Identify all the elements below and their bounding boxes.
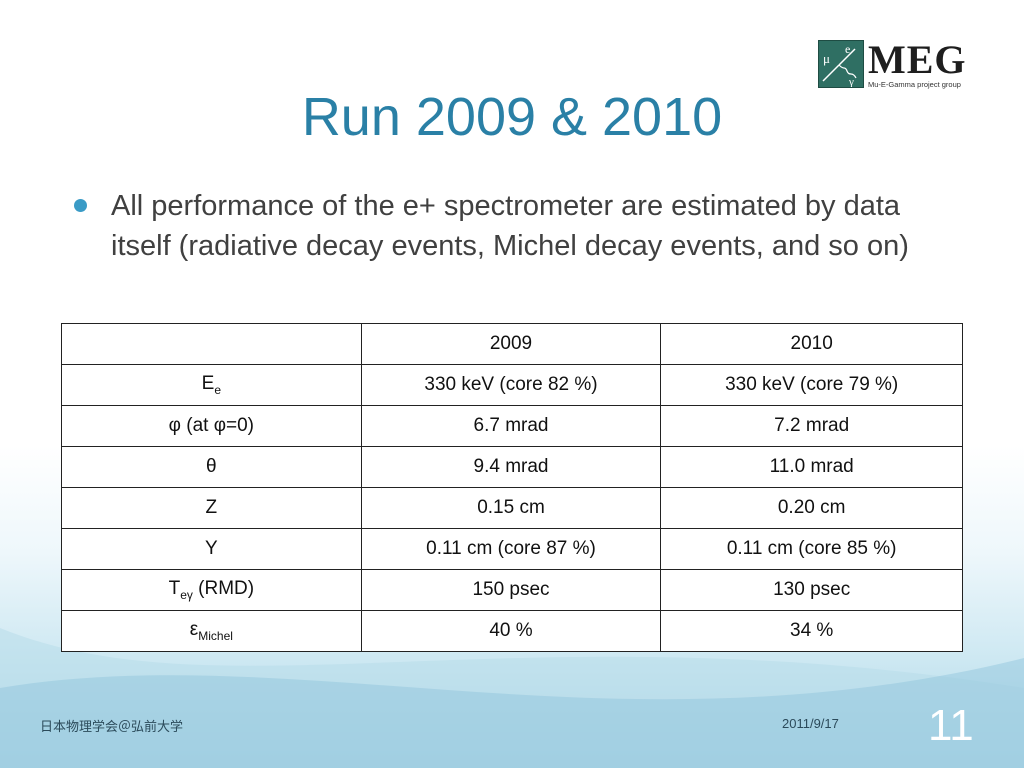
bullet-dot-icon [74, 199, 87, 212]
cell-2009: 150 psec [360, 569, 662, 611]
row-label-cell: θ [61, 446, 362, 488]
cell-2010: 330 keV (core 79 %) [660, 364, 963, 406]
row-label: φ (at φ=0) [168, 415, 255, 436]
table-row: Teγ (RMD) 150 psec 130 psec [61, 569, 963, 611]
footer-date: 2011/9/17 [782, 716, 839, 731]
cell-2010: 7.2 mrad [660, 405, 963, 447]
cell-2010: 130 psec [660, 569, 963, 611]
cell-2009: 0.15 cm [360, 487, 662, 529]
row-label-cell: φ (at φ=0) [61, 405, 362, 447]
header-cell-empty [61, 323, 362, 365]
logo-e: e [845, 42, 850, 56]
bullet-text: All performance of the e+ spectrometer a… [111, 190, 909, 262]
page-number: 11 [928, 701, 974, 750]
footer-venue: 日本物理学会＠弘前大学 [40, 719, 184, 734]
cell-2009: 330 keV (core 82 %) [360, 364, 662, 406]
row-label: Y [204, 538, 218, 559]
table-row: Ee 330 keV (core 82 %) 330 keV (core 79 %) [61, 364, 963, 406]
logo-mark: μ e γ [818, 40, 864, 88]
row-label: Z [205, 497, 218, 518]
table-row: φ (at φ=0) 6.7 mrad 7.2 mrad [61, 405, 963, 447]
row-label-cell: εMichel [61, 610, 362, 652]
header-cell-2010: 2010 [660, 323, 963, 365]
logo-diagram-icon: μ e γ [822, 42, 857, 88]
row-label-cell: Y [61, 528, 362, 570]
table-row: Z 0.15 cm 0.20 cm [61, 487, 963, 529]
row-label-cell: Teγ (RMD) [61, 569, 362, 611]
cell-2010: 0.20 cm [660, 487, 963, 529]
row-label-cell: Z [61, 487, 362, 529]
cell-2009: 40 % [360, 610, 662, 652]
logo-gamma: γ [848, 76, 854, 87]
row-label: θ [206, 456, 217, 477]
table-header-row: 2009 2010 [61, 323, 963, 365]
performance-table: 2009 2010 Ee 330 keV (core 82 %) 330 keV (… [61, 323, 963, 652]
cell-2009: 6.7 mrad [360, 405, 662, 447]
table-body: Ee 330 keV (core 82 %) 330 keV (core 79 %)… [61, 364, 963, 652]
row-label-subscript: eγ [180, 588, 193, 602]
table-row: Y 0.11 cm (core 87 %) 0.11 cm (core 85 %) [61, 528, 963, 570]
row-label: ε [189, 619, 199, 640]
row-label: T [168, 578, 181, 599]
table-row: εMichel 40 % 34 % [61, 610, 963, 652]
logo-mu: μ [823, 51, 830, 66]
row-label: E [201, 373, 215, 394]
cell-2010: 0.11 cm (core 85 %) [660, 528, 963, 570]
row-label-suffix: (RMD) [192, 578, 255, 599]
row-label-subscript: Michel [198, 629, 233, 643]
row-label-cell: Ee [61, 364, 362, 406]
header-cell-2009: 2009 [360, 323, 662, 365]
cell-2009: 9.4 mrad [360, 446, 662, 488]
cell-2009: 0.11 cm (core 87 %) [360, 528, 662, 570]
slide-title: Run 2009 & 2010 [301, 87, 723, 147]
table-row: θ 9.4 mrad 11.0 mrad [61, 446, 963, 488]
cell-2010: 11.0 mrad [660, 446, 963, 488]
logo-name: MEG [868, 37, 967, 82]
cell-2010: 34 % [660, 610, 963, 652]
row-label-subscript: e [214, 383, 222, 397]
meg-logo: μ e γ MEG Mu-E-Gamma project group [818, 37, 980, 90]
logo-subtitle: Mu-E-Gamma project group [868, 80, 961, 89]
